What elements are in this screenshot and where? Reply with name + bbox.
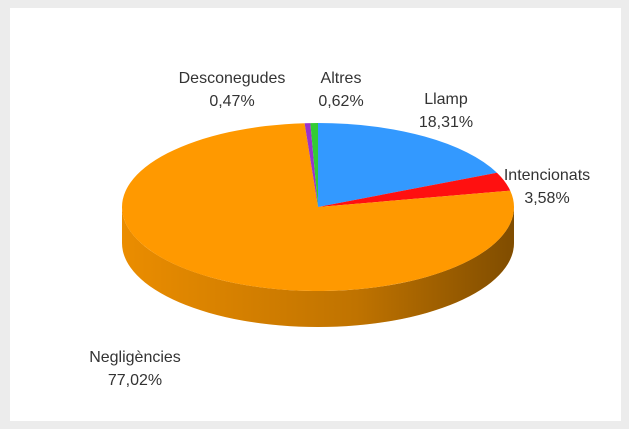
slice xyxy=(318,123,497,207)
slice-side-shade xyxy=(122,207,514,327)
slice xyxy=(310,123,318,207)
slice-value-label: 0,62% xyxy=(318,93,363,110)
slice xyxy=(318,172,511,207)
chart: Llamp 18,31% Intencionats 3,58% Negligències… xyxy=(10,8,621,421)
slice-label: Desconegudes xyxy=(179,70,286,87)
slice-value-label: 3,58% xyxy=(524,190,569,207)
slice-value-label: 77,02% xyxy=(108,372,162,389)
slice-value-label: 0,47% xyxy=(209,93,254,110)
slice xyxy=(121,123,514,291)
slice-label: Llamp xyxy=(424,91,468,108)
slice-value-label: 18,31% xyxy=(419,114,473,131)
slice-label: Intencionats xyxy=(504,167,590,184)
slice-label: Altres xyxy=(321,70,362,87)
slice-label: Negligències xyxy=(89,349,181,366)
slice xyxy=(304,123,318,207)
